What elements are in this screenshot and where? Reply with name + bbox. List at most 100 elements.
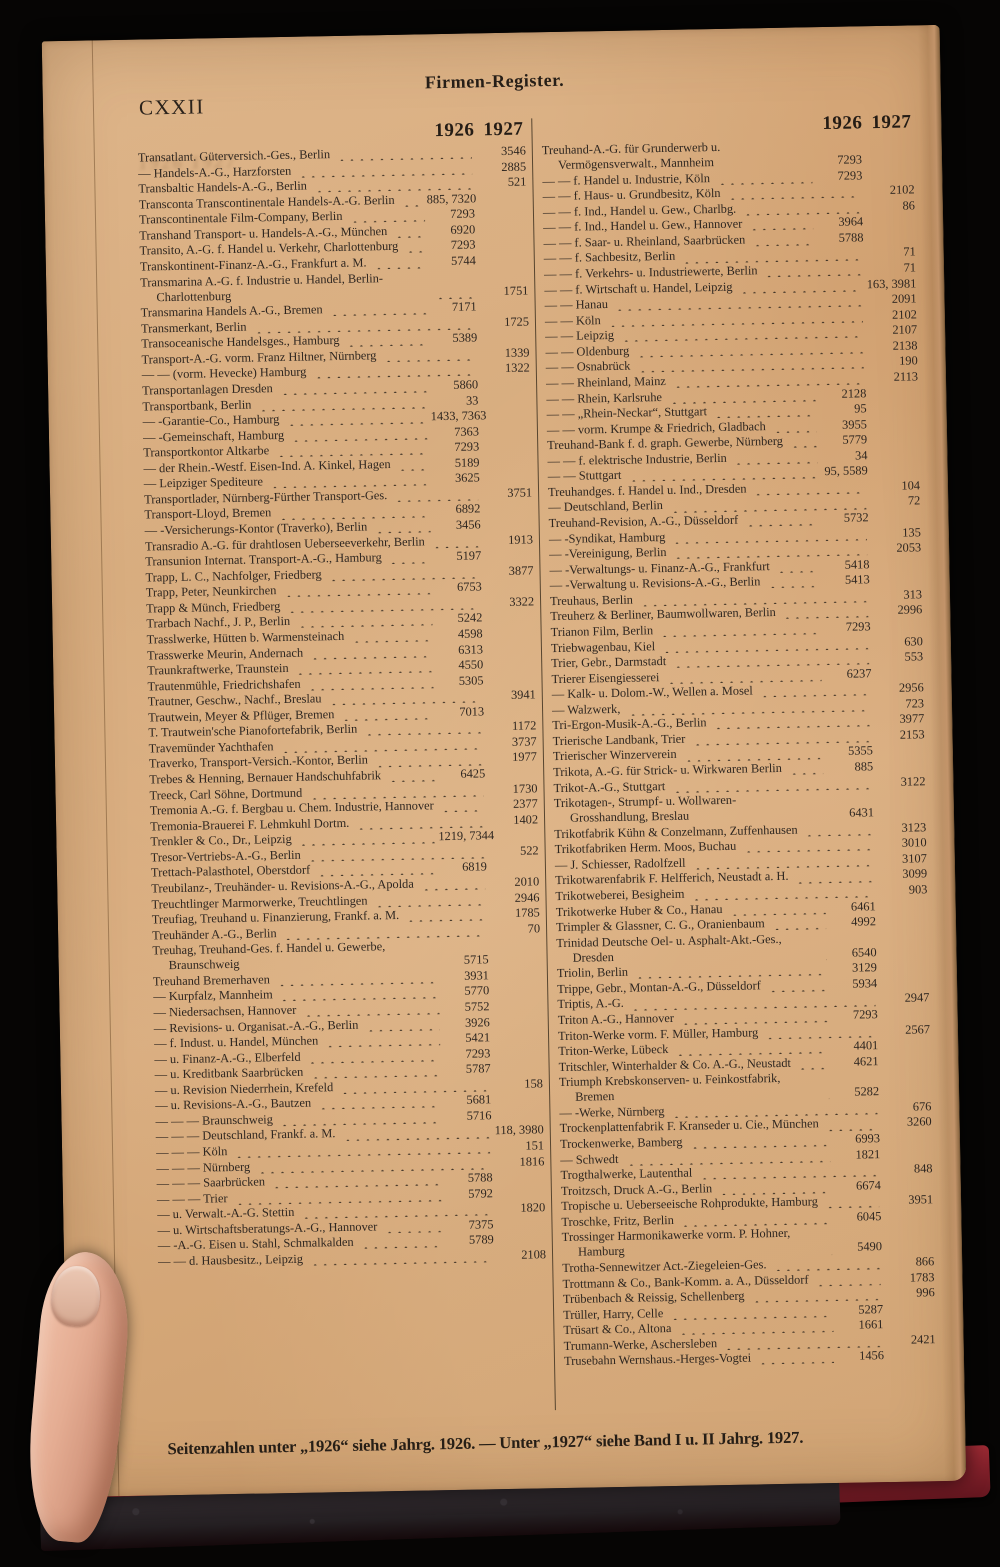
entry-name: Trierischer Winzerverein bbox=[552, 747, 677, 764]
entry-name: — — — Trier bbox=[156, 1190, 228, 1207]
entry-page-1927: 1816 bbox=[519, 1153, 545, 1169]
entry-page-1926: 5716 bbox=[466, 1108, 492, 1123]
entry-name: Trapp, L. C., Nachfolger, Friedberg bbox=[145, 566, 322, 585]
entry-page-1926: 5934 bbox=[852, 976, 878, 991]
entry-name: Trapp & Münch, Friedberg bbox=[146, 598, 281, 616]
dot-leader bbox=[269, 1173, 443, 1189]
entry-page-1926: 5413 bbox=[844, 572, 870, 587]
dot-leader bbox=[267, 473, 430, 489]
entry-page-1926: 6993 bbox=[855, 1131, 881, 1146]
entry-page-1927: 3322 bbox=[509, 594, 535, 609]
dot-leader bbox=[347, 209, 426, 224]
entry-name: Transmerkant, Berlin bbox=[140, 319, 247, 336]
entry-name: Treuhag, Treuhand-Ges. f. Handel u. Gewe… bbox=[152, 939, 386, 973]
entry-name: Troschke, Fritz, Berlin bbox=[561, 1212, 675, 1229]
entry-page-1926: 5681 bbox=[466, 1092, 492, 1108]
dot-leader bbox=[404, 908, 486, 922]
entry-page-1926: 6237 bbox=[846, 665, 872, 681]
entry-name: — — Hanau bbox=[544, 297, 609, 313]
entry-name: Triton-Werke, Lübeck bbox=[558, 1042, 669, 1059]
entry-page-1926: 6540 bbox=[851, 944, 877, 960]
dot-leader bbox=[711, 404, 817, 419]
entry-page-1927: 3010 bbox=[901, 835, 927, 851]
entry-name: Triton A.-G., Hannover bbox=[557, 1010, 675, 1028]
entry-page-1927: 2102 bbox=[889, 182, 915, 198]
entry-page-1927: 996 bbox=[916, 1285, 935, 1300]
dot-leader bbox=[305, 1048, 441, 1064]
entry-page-1926: 6431 bbox=[849, 805, 875, 820]
entry-name: Transportbank, Berlin bbox=[142, 397, 252, 414]
dot-leader bbox=[433, 286, 475, 299]
entry-page-1926: 95 bbox=[854, 401, 867, 416]
entry-page-1926: 5282 bbox=[854, 1084, 880, 1099]
entry-name: Transmarina A.-G. f. Industrie u. Handel… bbox=[140, 270, 384, 304]
entry-page-1927: 3951 bbox=[908, 1192, 934, 1207]
dot-leader bbox=[823, 1117, 878, 1131]
entry-name: — — — Nürnberg bbox=[156, 1159, 251, 1175]
entry-page-1927: 1751 bbox=[503, 283, 529, 298]
entry-name: Transport-Lloyd, Bremen bbox=[144, 505, 272, 522]
entry-page-1927 bbox=[884, 1363, 936, 1364]
entry-page-1927: 2138 bbox=[892, 338, 918, 353]
entry-page-1926: 1219, 7344 bbox=[438, 828, 495, 844]
entry-name: — Kurpfalz, Mannheim bbox=[153, 987, 273, 1004]
dot-leader bbox=[747, 217, 814, 231]
entry-name: Triebwagenbau, Kiel bbox=[550, 638, 656, 655]
dot-leader bbox=[673, 1041, 829, 1057]
entry-page-1927: 521 bbox=[507, 174, 527, 189]
dot-leader bbox=[751, 481, 867, 496]
dot-leader bbox=[780, 605, 869, 620]
entry-page-1926: 5789 bbox=[468, 1232, 494, 1248]
entry-page-1926: 5197 bbox=[456, 548, 482, 563]
entry-page-1926: 95, 5589 bbox=[824, 463, 868, 479]
dot-leader bbox=[714, 170, 813, 185]
entry-name: Triumph Krebskonserven- u. Feinkostfabri… bbox=[558, 1071, 781, 1105]
entry-page-1927: 71 bbox=[903, 244, 916, 260]
entry-page-1926: 7293 bbox=[465, 1045, 491, 1061]
entry-page-1926: 3926 bbox=[464, 1014, 490, 1030]
entry-page-1926: 7293 bbox=[454, 439, 480, 455]
entry-name: Trogthalwerke, Lautenthal bbox=[560, 1165, 693, 1183]
dot-leader bbox=[316, 1095, 442, 1110]
entry-page-1927: 3737 bbox=[511, 734, 537, 749]
entry-name: — — — Braunschweig bbox=[155, 1112, 274, 1129]
entry-page-1927: 2107 bbox=[892, 322, 918, 338]
dot-leader bbox=[339, 707, 435, 721]
entry-name: — — — Saarbrücken bbox=[156, 1174, 266, 1191]
year-1926-label: 1926 bbox=[434, 119, 475, 142]
entry-page-1926: 5779 bbox=[842, 432, 868, 447]
scanned-page: CXXII Firmen-Register. 1926 1927 1926 19… bbox=[41, 24, 967, 1498]
entry-page-1927: 3751 bbox=[507, 485, 533, 500]
dot-leader bbox=[681, 746, 824, 762]
entry-page-1926: 7293 bbox=[845, 619, 871, 634]
entry-page-1926: 885 bbox=[854, 759, 874, 774]
dot-leader bbox=[276, 504, 431, 520]
dot-leader bbox=[281, 582, 432, 598]
entry-page-1926: 5421 bbox=[465, 1030, 491, 1045]
entry-name: Treuhand-A.-G. für Grunderwerb u. Vermög… bbox=[541, 139, 721, 172]
entry-page-1926: 1661 bbox=[858, 1317, 884, 1332]
dot-leader bbox=[307, 1250, 493, 1266]
entry-name: Triptis, A.-G. bbox=[557, 996, 624, 1012]
entry-name: — -Vereinigung, Berlin bbox=[549, 545, 667, 562]
dot-leader bbox=[289, 427, 430, 442]
dot-leader bbox=[284, 411, 429, 427]
entry-page-1927: 1913 bbox=[508, 531, 534, 547]
dot-leader bbox=[274, 442, 430, 458]
entry-page-1926: 5242 bbox=[457, 610, 483, 626]
entry-page-1926: 3129 bbox=[851, 960, 877, 975]
entry-page-1926: 7375 bbox=[468, 1217, 494, 1232]
dot-leader bbox=[311, 363, 476, 379]
entry-page-1926: 7293 bbox=[852, 1007, 878, 1022]
dot-leader bbox=[750, 233, 814, 247]
entry-name: Trüller, Harry, Celle bbox=[563, 1305, 664, 1322]
dot-leader bbox=[296, 831, 437, 847]
dot-leader bbox=[418, 877, 486, 891]
entry-page-1927: 2113 bbox=[893, 369, 919, 384]
dot-leader bbox=[392, 488, 479, 502]
dot-leader bbox=[668, 1304, 834, 1320]
entry-page-1927: 2053 bbox=[896, 540, 922, 555]
dot-leader bbox=[802, 823, 873, 837]
entry-page-1926: 6892 bbox=[455, 501, 481, 517]
